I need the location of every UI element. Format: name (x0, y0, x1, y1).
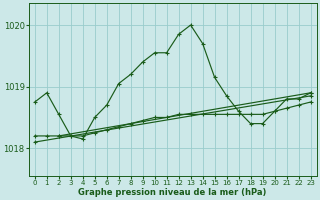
X-axis label: Graphe pression niveau de la mer (hPa): Graphe pression niveau de la mer (hPa) (78, 188, 267, 197)
